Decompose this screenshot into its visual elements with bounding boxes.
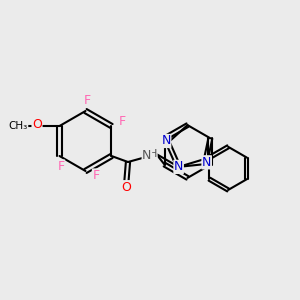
Text: O: O bbox=[32, 118, 42, 131]
Text: F: F bbox=[92, 169, 100, 182]
Text: N: N bbox=[174, 160, 183, 173]
Text: N: N bbox=[202, 156, 211, 169]
Text: N: N bbox=[161, 134, 171, 148]
Text: F: F bbox=[58, 160, 64, 173]
Text: CH₃: CH₃ bbox=[8, 121, 28, 131]
Text: F: F bbox=[83, 94, 91, 107]
Text: H: H bbox=[149, 149, 157, 159]
Text: N: N bbox=[142, 148, 152, 162]
Text: F: F bbox=[118, 115, 125, 128]
Text: O: O bbox=[122, 181, 131, 194]
